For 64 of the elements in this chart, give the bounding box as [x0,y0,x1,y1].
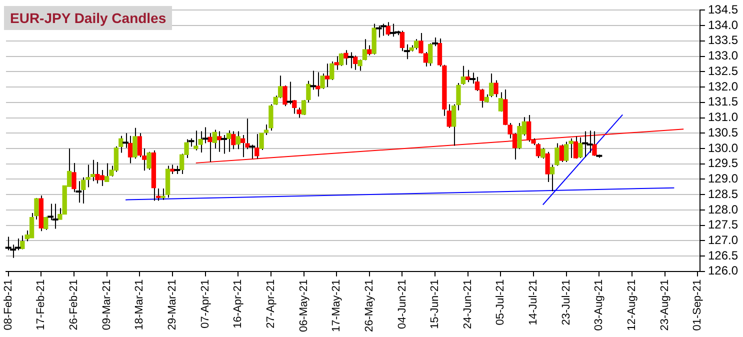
candlestick [559,144,564,163]
candlestick [414,38,419,50]
x-tick-label: 17-May-21 [330,279,343,332]
x-tick-label: 12-Aug-21 [626,279,638,331]
x-tick-label: 29-Mar-21 [166,279,178,330]
candlestick [34,197,39,220]
y-tick-label: 133.0 [708,48,738,63]
x-tick-label: 15-Jun-21 [429,279,442,329]
y-tick-label: 133.5 [708,33,738,48]
chart-title: EUR-JPY Daily Candles [4,6,172,30]
x-tick-label: 04-Jun-21 [396,279,408,329]
candlestick [460,65,466,86]
x-tick-label: 26-Feb-21 [68,279,80,330]
candlestick [146,151,152,170]
candlestick [324,63,330,88]
x-tick-label: 07-Apr-21 [199,279,212,328]
candlestick [536,142,541,159]
x-tick-label: 14-Jul-21 [528,279,540,326]
y-tick-label: 131.0 [708,110,738,124]
candlestick [568,138,574,159]
y-tick-label: 130.5 [708,125,738,140]
candlestick [446,104,452,128]
x-tick-label: 09-Mar-21 [100,279,113,330]
y-tick-label: 128.5 [708,186,738,201]
x-tick-label: 18-Mar-21 [134,279,146,330]
y-tick-label: 132.5 [708,64,738,78]
candlestick [498,92,504,112]
candlestick [573,136,578,160]
x-tick-label: 16-Apr-21 [232,279,244,328]
y-tick-label: 130.0 [708,140,738,155]
candlestick [367,44,372,56]
x-tick-label: 27-Apr-21 [264,279,277,328]
y-tick-label: 134.5 [708,2,738,17]
candlestick [494,80,498,98]
x-tick-label: 23-Aug-21 [658,279,671,331]
x-tick-label: 06-May-21 [298,279,310,332]
candlestick [545,151,550,182]
y-tick-label: 127.5 [708,218,738,232]
y-tick-label: 129.5 [708,156,738,170]
y-tick-label: 134.0 [708,18,738,32]
candlestick [554,142,560,166]
candlestick [338,52,344,66]
x-tick-label: 08-Feb-21 [2,279,14,330]
x-tick-label: 26-May-21 [363,279,376,332]
y-tick-label: 128.0 [708,202,738,216]
x-tick-label: 23-Jul-21 [560,279,572,326]
x-tick-label: 05-Jul-21 [494,279,507,326]
candlestick [231,130,236,150]
candlestick [301,99,306,116]
x-tick-label: 24-Jun-21 [462,279,474,329]
candlestick [540,147,546,160]
y-tick-label: 132.0 [708,79,738,94]
y-tick-label: 127.0 [708,233,738,248]
x-tick-label: 03-Aug-21 [593,279,606,331]
y-tick-label: 126.5 [708,248,738,262]
y-tick-label: 131.5 [708,94,738,109]
candlestick [550,164,555,192]
y-tick-label: 126.0 [708,264,738,278]
x-tick-label: 17-Feb-21 [35,279,48,330]
x-tick-label: 01-Sep-21 [692,279,704,331]
candlestick [236,130,240,150]
candlestick [296,107,302,118]
candlestick [132,127,138,160]
y-tick-label: 129.0 [708,172,738,186]
